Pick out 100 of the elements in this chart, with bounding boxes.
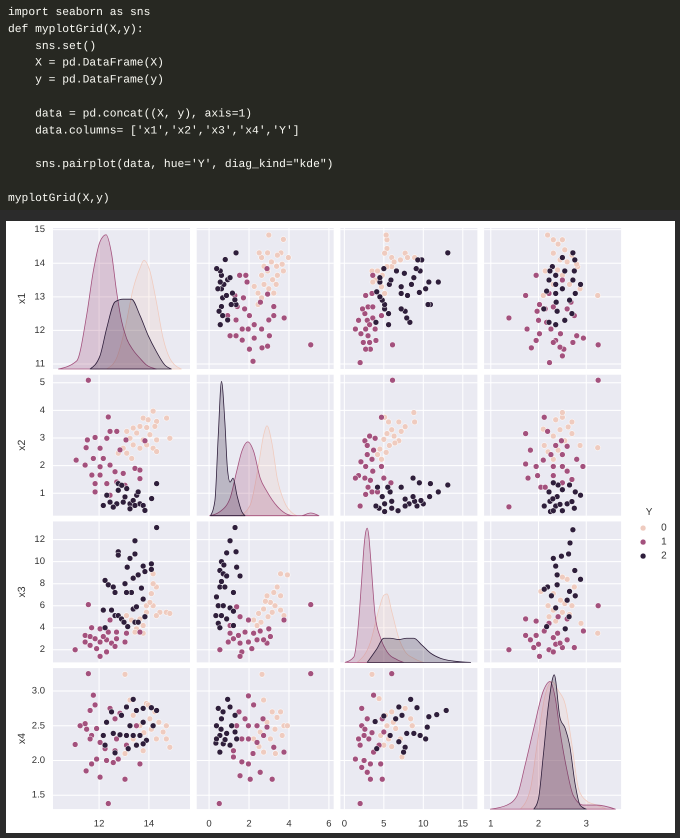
point xyxy=(270,290,277,296)
point xyxy=(133,742,140,748)
point xyxy=(140,719,146,726)
point xyxy=(102,624,108,631)
point xyxy=(562,246,568,253)
point xyxy=(110,759,116,766)
point xyxy=(362,326,369,332)
point xyxy=(240,294,247,301)
point xyxy=(125,746,132,752)
y2-tick-label: 14 xyxy=(34,258,45,269)
legend-label: 0 xyxy=(661,522,668,534)
point xyxy=(541,414,548,420)
point xyxy=(527,636,534,643)
point xyxy=(266,626,272,632)
point xyxy=(559,644,566,651)
point xyxy=(146,716,154,722)
point xyxy=(113,736,120,742)
point xyxy=(113,628,120,636)
point xyxy=(546,488,552,496)
y-tick-label: 5 xyxy=(40,377,45,388)
point xyxy=(550,555,556,562)
point xyxy=(232,712,238,718)
point xyxy=(549,263,556,270)
point xyxy=(85,601,92,608)
point xyxy=(366,432,373,440)
y-tick-label: 3.0 xyxy=(32,686,45,697)
point xyxy=(394,508,402,514)
point xyxy=(222,736,228,743)
point xyxy=(546,614,552,620)
point xyxy=(385,418,392,426)
point xyxy=(130,424,136,432)
point xyxy=(550,480,556,486)
point xyxy=(251,283,258,290)
point xyxy=(96,638,104,646)
point xyxy=(106,616,114,624)
point xyxy=(550,648,556,656)
point xyxy=(232,332,240,339)
point xyxy=(236,772,244,779)
point xyxy=(408,696,414,703)
point xyxy=(116,446,124,454)
point xyxy=(568,498,576,505)
point xyxy=(389,342,396,348)
point xyxy=(279,261,286,268)
point xyxy=(595,342,602,348)
point xyxy=(122,494,128,500)
point xyxy=(112,716,118,722)
point xyxy=(120,619,128,626)
point xyxy=(82,720,88,727)
point xyxy=(388,498,395,504)
point xyxy=(367,760,374,768)
point xyxy=(402,502,408,510)
point xyxy=(144,424,150,431)
point xyxy=(506,504,512,510)
point xyxy=(572,256,578,264)
point xyxy=(558,438,565,444)
point xyxy=(384,722,390,729)
point xyxy=(163,414,170,422)
point xyxy=(254,622,260,629)
point xyxy=(372,326,378,332)
point xyxy=(366,339,373,346)
y-tick-label: 10 xyxy=(34,556,45,568)
point xyxy=(366,736,372,742)
point xyxy=(544,232,551,238)
point xyxy=(358,705,365,712)
point xyxy=(552,604,559,612)
point xyxy=(123,589,130,596)
point xyxy=(506,314,512,322)
point xyxy=(217,278,224,286)
point xyxy=(105,414,112,420)
point xyxy=(132,502,138,509)
point xyxy=(378,463,385,470)
point xyxy=(130,442,136,448)
point xyxy=(540,426,546,432)
point xyxy=(550,463,556,470)
point xyxy=(372,502,380,510)
point xyxy=(381,500,388,507)
point xyxy=(230,589,237,596)
point xyxy=(250,750,256,757)
point xyxy=(368,730,376,736)
point xyxy=(272,602,278,609)
point xyxy=(226,704,234,710)
point xyxy=(370,314,376,322)
point xyxy=(566,540,574,546)
point xyxy=(594,630,601,636)
point xyxy=(242,716,248,722)
point xyxy=(370,447,377,454)
point xyxy=(402,744,408,750)
point xyxy=(230,748,237,754)
point xyxy=(112,589,118,596)
point xyxy=(568,418,576,426)
point xyxy=(104,492,110,498)
x-tick-label: 15 xyxy=(458,818,468,830)
point xyxy=(370,272,376,278)
point xyxy=(572,567,578,574)
point xyxy=(562,317,568,324)
point xyxy=(108,708,115,716)
point xyxy=(404,254,411,261)
point xyxy=(308,342,314,348)
point xyxy=(368,671,376,678)
y-tick-label: 2 xyxy=(40,460,45,472)
